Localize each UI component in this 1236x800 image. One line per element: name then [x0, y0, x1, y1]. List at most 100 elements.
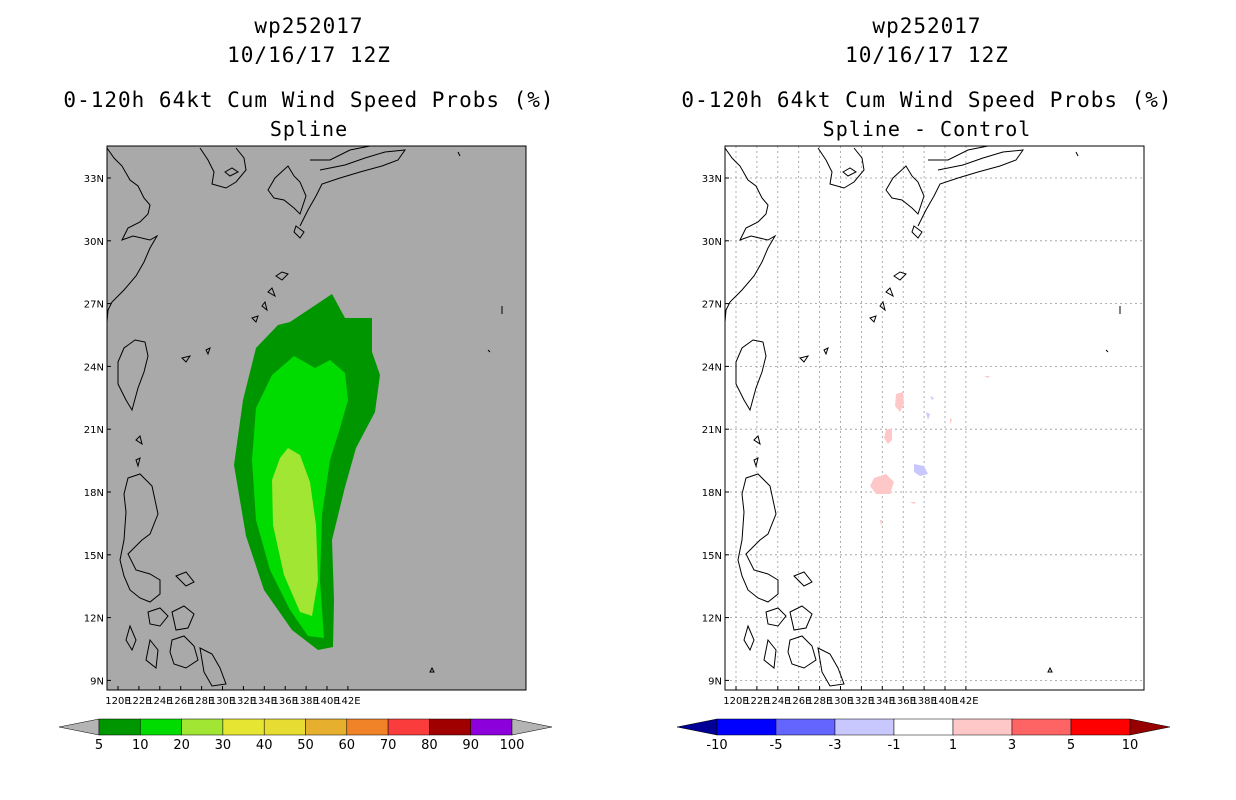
left-panel: wp252017 10/16/17 12Z 0-120h 64kt Cum Wi…: [0, 12, 618, 753]
colorbar-box: [181, 718, 224, 736]
colorbar-box: [834, 718, 895, 736]
right-datetime: 10/16/17 12Z: [845, 43, 1009, 67]
lat-label: 9N: [90, 676, 104, 687]
colorbar-label: -3: [829, 738, 842, 753]
lon-label: 132E: [849, 696, 874, 707]
left-storm-id: wp252017: [254, 14, 364, 38]
left-lat-labels: 33N 30N 27N 24N 21N 18N 15N 12N 9N: [84, 174, 111, 687]
colorbar-high-arrow: [511, 718, 553, 736]
colorbar-label: -1: [888, 738, 901, 753]
colorbar-label: 30: [215, 738, 232, 753]
colorbar-box: [893, 718, 954, 736]
left-lon-labels: 120E122E124E126E128E130E132E134E136E138E…: [105, 686, 361, 707]
diff-positive-area: [870, 474, 894, 494]
lon-label: 128E: [189, 696, 214, 707]
lon-label: 122E: [744, 696, 769, 707]
diff-positive-area: [895, 392, 904, 412]
lon-label: 140E: [314, 696, 339, 707]
lon-label: 140E: [932, 696, 957, 707]
colorbar-label: 60: [339, 738, 356, 753]
lon-label: 126E: [786, 696, 811, 707]
colorbar-box: [305, 718, 348, 736]
lat-label: 18N: [702, 488, 722, 499]
lon-label: 122E: [126, 696, 151, 707]
left-title-block: wp252017 10/16/17 12Z 0-120h 64kt Cum Wi…: [0, 12, 618, 143]
diff-positive-area: [950, 418, 952, 424]
lat-label: 15N: [702, 551, 722, 562]
left-datetime: 10/16/17 12Z: [227, 43, 391, 67]
colorbar-box: [775, 718, 836, 736]
lon-label: 138E: [911, 696, 936, 707]
lon-label: 128E: [807, 696, 832, 707]
diff-positive-area: [910, 502, 916, 504]
lon-label: 138E: [293, 696, 318, 707]
lat-label: 27N: [702, 300, 722, 311]
lon-label: 134E: [870, 696, 895, 707]
lon-label: 132E: [231, 696, 256, 707]
lat-label: 33N: [702, 174, 722, 185]
diff-positive-area: [884, 428, 892, 444]
colorbar-box: [98, 718, 141, 736]
right-gridlines: [725, 146, 1144, 690]
lat-label: 12N: [84, 614, 104, 625]
right-storm-id: wp252017: [872, 14, 982, 38]
lat-label: 24N: [702, 362, 722, 373]
lon-label: 130E: [210, 696, 235, 707]
diff-positive-area: [880, 520, 882, 526]
lat-label: 18N: [84, 488, 104, 499]
colorbar-label: 10: [1122, 738, 1139, 753]
lat-label: 21N: [702, 425, 722, 436]
colorbar-label: 5: [1067, 738, 1075, 753]
colorbar-label: 5: [95, 738, 103, 753]
colorbar-box: [429, 718, 471, 736]
colorbar-label: 70: [380, 738, 397, 753]
left-colorbar: 5 10 20 30 40 50 60 70 80 90 100: [58, 718, 553, 753]
diff-negative-area: [930, 396, 934, 400]
colorbar-label: -10: [706, 738, 727, 753]
colorbar-label: 20: [173, 738, 190, 753]
right-title-block: wp252017 10/16/17 12Z 0-120h 64kt Cum Wi…: [618, 12, 1236, 143]
colorbar-box: [140, 718, 182, 736]
diff-positive-area: [984, 376, 990, 378]
lat-label: 15N: [84, 551, 104, 562]
lon-label: 142E: [953, 696, 978, 707]
lat-label: 24N: [84, 362, 104, 373]
colorbar-box: [470, 718, 513, 736]
lon-label: 136E: [890, 696, 915, 707]
right-title: 0-120h 64kt Cum Wind Speed Probs (%): [681, 88, 1173, 112]
left-title: 0-120h 64kt Cum Wind Speed Probs (%): [63, 88, 555, 112]
lon-label: 124E: [147, 696, 172, 707]
lat-label: 33N: [84, 174, 104, 185]
right-map-frame: [724, 145, 1145, 691]
colorbar-label: 80: [421, 738, 438, 753]
right-coastlines: [724, 145, 1121, 687]
colorbar-box: [1011, 718, 1072, 736]
lon-label: 120E: [723, 696, 748, 707]
lon-label: 136E: [272, 696, 297, 707]
right-panel: wp252017 10/16/17 12Z 0-120h 64kt Cum Wi…: [618, 0, 1236, 800]
diff-negative-area: [926, 412, 930, 420]
lon-label: 124E: [765, 696, 790, 707]
colorbar-label: 100: [500, 738, 525, 753]
colorbar-box: [716, 718, 777, 736]
colorbar-box: [346, 718, 389, 736]
lat-label: 9N: [708, 676, 722, 687]
lon-label: 142E: [335, 696, 360, 707]
lat-label: 30N: [702, 237, 722, 248]
colorbar-high-arrow: [1129, 718, 1171, 736]
colorbar-low-arrow: [58, 718, 100, 736]
right-lon-labels: 120E122E124E126E128E130E132E134E136E138E…: [723, 686, 979, 707]
colorbar-label: 10: [132, 738, 149, 753]
colorbar-label: 50: [297, 738, 314, 753]
colorbar-box: [1070, 718, 1131, 736]
colorbar-box: [387, 718, 430, 736]
lon-label: 126E: [168, 696, 193, 707]
colorbar-label: 1: [949, 738, 957, 753]
right-map-background: [725, 146, 1144, 690]
right-colorbar: -10 -5 -3 -1 1 3 5 10: [676, 718, 1171, 753]
left-coastlines: [106, 145, 503, 687]
colorbar-label: -5: [770, 738, 783, 753]
lat-label: 21N: [84, 425, 104, 436]
